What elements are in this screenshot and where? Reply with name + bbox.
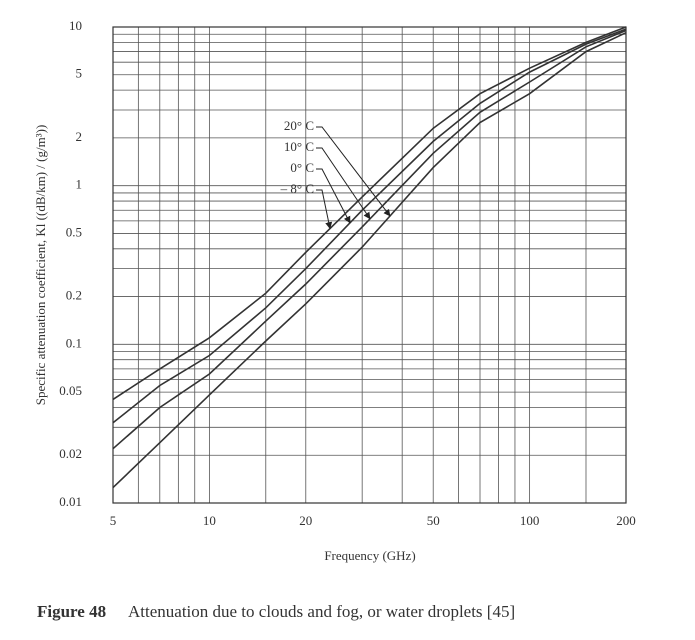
- line: [112, 28, 627, 424]
- caption: Attenuation due to clouds and fog, or wa…: [128, 602, 515, 621]
- y-tick-label: 0.05: [59, 383, 82, 398]
- y-tick-label: 1: [76, 177, 83, 192]
- line: [112, 29, 627, 450]
- y-tick-label: 0.2: [66, 288, 82, 303]
- x-tick-label: 20: [299, 513, 312, 528]
- y-tick-label: 2: [76, 129, 83, 144]
- x-tick-label: 10: [203, 513, 216, 528]
- x-tick-label: 5: [110, 513, 117, 528]
- y-tick-label: 0.01: [59, 494, 82, 509]
- legend-label: 0° C: [290, 160, 314, 175]
- x-tick-label: 200: [616, 513, 636, 528]
- y-tick-label: 10: [69, 18, 82, 33]
- leader-line: [316, 147, 371, 220]
- legend-label: 10° C: [284, 139, 314, 154]
- y-tick-label: 5: [76, 66, 83, 81]
- leader-line: [316, 189, 333, 230]
- leader-line: [316, 126, 391, 217]
- y-axis-title: Specific attenuation coefficient, Kl ((d…: [33, 125, 48, 406]
- line: [112, 26, 627, 401]
- x-tick-label: 50: [427, 513, 440, 528]
- leader-line: [316, 168, 351, 224]
- y-tick-label: 0.02: [59, 446, 82, 461]
- line: [112, 31, 627, 489]
- x-axis-title: Frequency (GHz): [324, 548, 415, 563]
- plot-frame: [112, 26, 627, 504]
- legend-label: – 8° C: [280, 181, 314, 196]
- x-tick-label: 100: [520, 513, 540, 528]
- y-tick-label: 0.5: [66, 224, 82, 239]
- caption-label: Figure 48: [37, 602, 106, 621]
- y-tick-label: 0.1: [66, 335, 82, 350]
- legend-label: 20° C: [284, 118, 314, 133]
